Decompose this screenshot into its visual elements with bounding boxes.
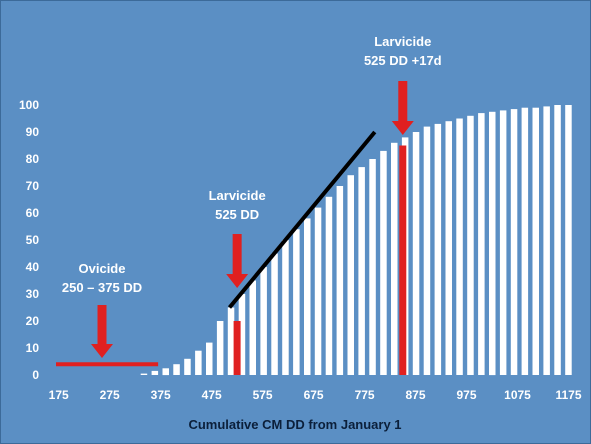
bar (347, 175, 354, 375)
bar (151, 370, 159, 375)
bar (467, 115, 474, 376)
y-tick-label: 60 (26, 206, 40, 220)
down-arrow-icon (226, 234, 249, 288)
bar (489, 111, 496, 376)
bar (249, 280, 256, 375)
bar (216, 321, 224, 375)
down-arrow-icon (391, 81, 414, 135)
bar (499, 110, 507, 376)
annotation-label: Ovicide (79, 261, 126, 276)
y-tick-label: 50 (26, 233, 40, 247)
bar (358, 167, 365, 375)
bar (282, 240, 289, 375)
annotations-group: Ovicide 250 – 375 DD Larvicide 525 DD Larvic… (56, 34, 442, 375)
x-tick-label: 1175 (555, 388, 581, 402)
y-tick-label: 80 (26, 152, 40, 166)
bar (162, 368, 169, 376)
x-tick-label: 275 (100, 388, 120, 402)
x-tick-label: 675 (304, 388, 324, 402)
trend-line (227, 130, 377, 309)
bar (456, 118, 463, 375)
x-tick-label: 575 (253, 388, 273, 402)
bar (434, 123, 442, 376)
bars-group (140, 105, 572, 376)
annotation-label: Larvicide (209, 188, 266, 203)
y-tick-label: 70 (26, 179, 40, 193)
x-axis-ticks: 175 275 375 475 575 675 775 875 975 1075 1175 (49, 388, 582, 402)
bar (314, 207, 322, 375)
annotation-label: 525 DD +17d (364, 53, 442, 68)
bar (478, 113, 485, 375)
x-tick-label: 375 (151, 388, 171, 402)
down-arrow-icon (91, 305, 113, 358)
bar (565, 105, 572, 375)
bar (532, 107, 539, 375)
larvicide-bar (399, 145, 407, 375)
y-tick-label: 20 (26, 314, 40, 328)
bar (412, 132, 420, 375)
x-tick-label: 175 (49, 388, 69, 402)
x-axis-title: Cumulative CM DD from January 1 (188, 417, 401, 432)
y-tick-label: 100 (19, 98, 39, 112)
bar (293, 229, 300, 375)
bar (380, 150, 387, 375)
annotation-label: 525 DD (215, 207, 259, 222)
x-tick-label: 475 (202, 388, 222, 402)
bar (521, 107, 529, 375)
bar (391, 142, 398, 375)
y-axis-ticks: 0 10 20 30 40 50 60 70 80 90 100 (19, 98, 39, 382)
bar (510, 109, 518, 375)
bar (206, 342, 213, 375)
bar (325, 196, 333, 375)
bar (423, 126, 431, 375)
bar (184, 358, 191, 375)
bar (554, 105, 561, 375)
bar (271, 253, 278, 375)
bar (336, 186, 344, 375)
x-tick-label: 775 (355, 388, 375, 402)
bar (369, 159, 376, 375)
x-tick-label: 875 (405, 388, 425, 402)
x-tick-label: 975 (456, 388, 476, 402)
annotation-label: Larvicide (374, 34, 431, 49)
annotation-label: 250 – 375 DD (62, 280, 142, 295)
bar (238, 294, 246, 375)
y-tick-label: 10 (26, 341, 40, 355)
y-tick-label: 30 (26, 287, 40, 301)
x-tick-label: 1075 (504, 388, 531, 402)
bar (445, 121, 452, 375)
y-tick-label: 0 (32, 368, 39, 382)
bar (173, 364, 180, 375)
y-tick-label: 40 (26, 260, 40, 274)
bar (140, 373, 148, 375)
bar (260, 267, 267, 375)
bar (227, 307, 235, 375)
y-tick-label: 90 (26, 125, 40, 139)
larvicide-bar (233, 321, 241, 375)
bar (195, 350, 202, 375)
bar (543, 106, 550, 376)
bar (304, 218, 311, 375)
